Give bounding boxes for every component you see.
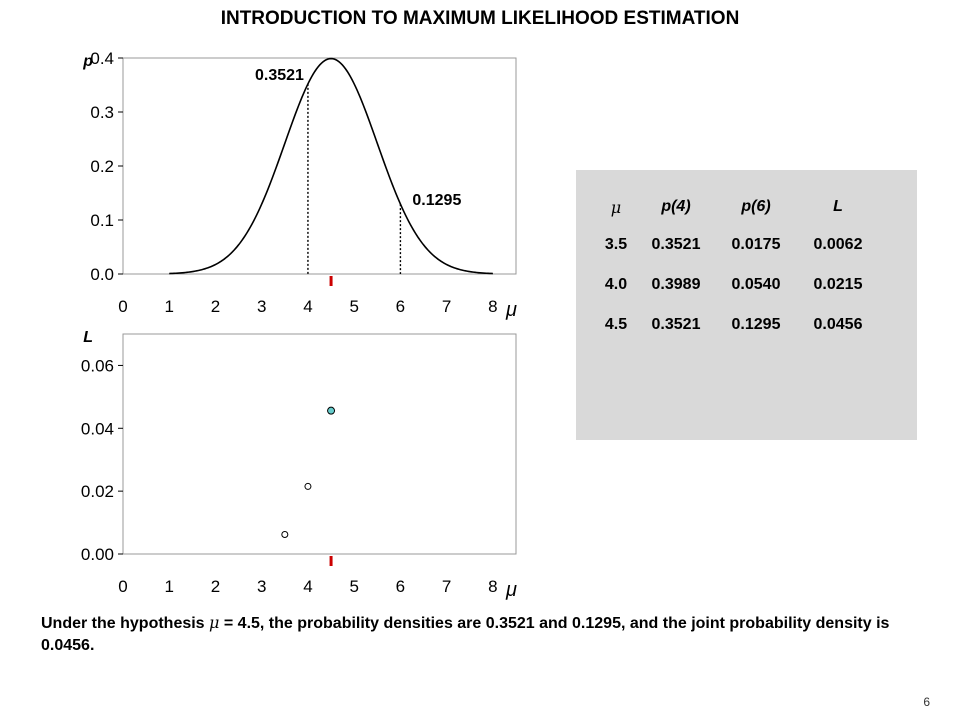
table-cell: 0.0540 [731, 276, 781, 293]
table-cell: 0.0215 [813, 276, 863, 293]
density-ytick-label: 0.1 [90, 211, 114, 230]
likelihood-xtick-label: 3 [257, 577, 266, 596]
density-marker-label: 0.3521 [255, 67, 304, 84]
table-cell: 0.0456 [813, 316, 863, 333]
page-number: 6 [923, 695, 930, 709]
density-xtick-label: 3 [257, 297, 266, 316]
table-header: p(4) [661, 198, 691, 215]
density-xtick-label: 6 [396, 297, 405, 316]
likelihood-point [304, 482, 312, 490]
table-cell: 0.0175 [731, 236, 781, 253]
density-curve [169, 57, 493, 275]
likelihood-xtick-label: 4 [303, 577, 312, 596]
likelihood-ylabel: L [83, 329, 93, 346]
table-header: μ [610, 198, 622, 217]
density-xtick-label: 2 [211, 297, 220, 316]
likelihood-point [281, 531, 289, 539]
table-cell: 0.0062 [813, 236, 863, 253]
density-ytick-label: 0.0 [90, 265, 114, 284]
table-cell: 4.5 [604, 316, 628, 333]
density-marker-label: 0.1295 [412, 192, 461, 209]
density-xtick-label: 0 [118, 297, 127, 316]
table-cell: 0.3989 [651, 276, 701, 293]
likelihood-ytick-label: 0.00 [81, 545, 114, 564]
density-xtick-label: 7 [442, 297, 451, 316]
caption: Under the hypothesis μ = 4.5, the probab… [41, 612, 911, 657]
density-xlabel: μ [505, 299, 517, 321]
likelihood-point-highlight [327, 406, 336, 415]
likelihood-xtick-label: 1 [165, 577, 174, 596]
likelihood-xlabel: μ [505, 579, 517, 600]
likelihood-xtick-label: 6 [396, 577, 405, 596]
density-ylabel: p [82, 53, 93, 70]
plots-area: 0.0 0.1 0.2 0.3 0.4 0 1 2 3 4 5 6 7 8 p μ 0.3521 0.1295 0.… [81, 49, 517, 600]
likelihood-ytick-label: 0.06 [81, 356, 114, 375]
density-plot-frame [122, 57, 517, 275]
density-xtick-label: 5 [349, 297, 358, 316]
caption-text-1: Under the hypothesis [41, 615, 210, 632]
likelihood-xtick-label: 5 [349, 577, 358, 596]
density-xtick-label: 4 [303, 297, 312, 316]
likelihood-xtick-label: 7 [442, 577, 451, 596]
table-cell: 0.1295 [731, 316, 781, 333]
likelihood-plot-frame [122, 333, 517, 555]
likelihood-xtick-label: 2 [211, 577, 220, 596]
table-cell: 4.0 [604, 276, 628, 293]
likelihood-table: μ p(4) p(6) L 3.5 0.3521 0.0175 0.0062 4.0 0.3989… [576, 170, 917, 440]
caption-text-2: = 4.5, the probability densities are 0.3… [41, 615, 890, 654]
table-cell: 0.3521 [651, 236, 701, 253]
table-header: L [833, 198, 843, 215]
likelihood-xtick-label: 0 [118, 577, 127, 596]
slide-title: INTRODUCTION TO MAXIMUM LIKELIHOOD ESTIM… [220, 8, 740, 29]
table-header: p(6) [741, 198, 771, 215]
likelihood-xtick-label: 8 [488, 577, 497, 596]
density-ytick-label: 0.2 [90, 157, 114, 176]
table-cell: 0.3521 [651, 316, 701, 333]
density-ytick-label: 0.3 [90, 103, 114, 122]
density-xtick-label: 1 [165, 297, 174, 316]
caption-mu: μ [209, 613, 220, 632]
density-xtick-label: 8 [488, 297, 497, 316]
table-cell: 3.5 [604, 236, 628, 253]
likelihood-ytick-label: 0.02 [81, 482, 114, 501]
density-ytick-label: 0.4 [90, 49, 114, 68]
likelihood-ytick-label: 0.04 [81, 419, 114, 438]
